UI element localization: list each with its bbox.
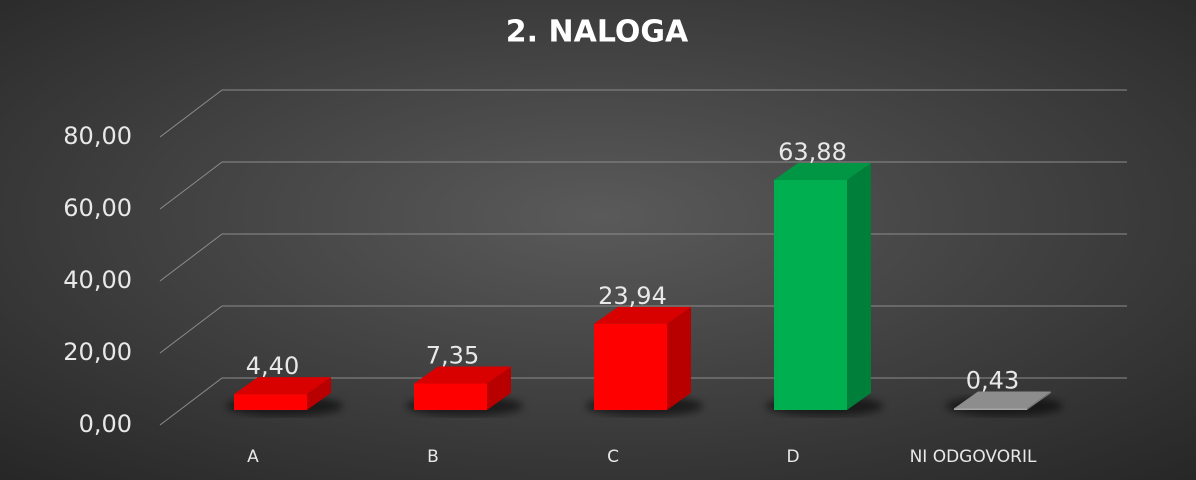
bar [234, 394, 307, 410]
y-tick-label: 60,00 [63, 194, 132, 222]
bar-top [594, 306, 691, 324]
bar-side [307, 377, 331, 410]
bar [954, 408, 1027, 410]
grid-line [159, 161, 223, 210]
bar [774, 180, 847, 410]
x-tick-label: NI ODGOVORIL [910, 447, 1037, 467]
value-label: 23,94 [598, 282, 667, 310]
y-tick-label: 40,00 [63, 266, 132, 294]
bar-side [1027, 391, 1051, 410]
bar [594, 323, 667, 410]
y-tick-label: 80,00 [63, 122, 132, 150]
value-label: 7,35 [426, 342, 479, 370]
plot-area: 0,00 20,00 40,00 60,00 80,00 4,40 A 7,35 B 23,94 C… [63, 89, 1127, 467]
bar [414, 383, 487, 410]
bar-top [774, 163, 871, 181]
x-tick-label: B [427, 447, 439, 467]
grid-line [159, 305, 223, 354]
x-tick-label: D [786, 447, 799, 467]
grid-line [159, 233, 223, 282]
y-tick-label: 20,00 [63, 338, 132, 366]
bar-top [414, 366, 511, 384]
bar-side [487, 366, 511, 410]
y-tick-label: 0,00 [79, 410, 132, 438]
value-label: 0,43 [966, 366, 1019, 394]
value-label: 4,40 [246, 352, 299, 380]
grid-line [159, 89, 223, 138]
bar-side [847, 163, 871, 410]
x-tick-label: C [607, 447, 619, 467]
x-tick-label: A [247, 447, 259, 467]
bar-side [667, 306, 691, 410]
grid-line [159, 377, 223, 426]
bar-top [954, 391, 1051, 409]
bar-top [234, 377, 331, 395]
value-label: 63,88 [778, 138, 847, 166]
chart-title: 2. NALOGA [506, 15, 689, 50]
